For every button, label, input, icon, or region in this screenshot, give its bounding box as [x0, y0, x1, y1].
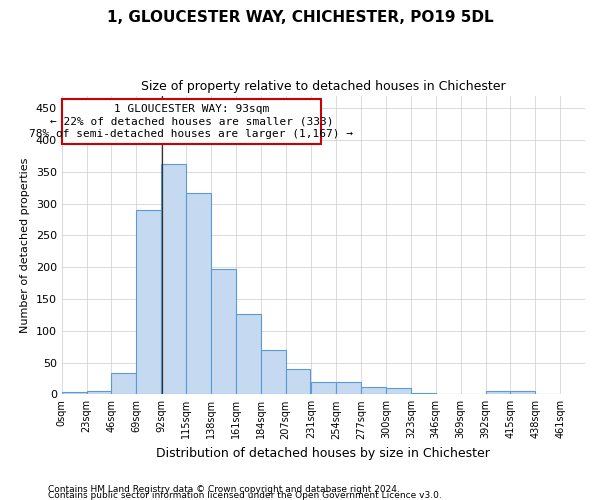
Bar [62, 392, 86, 394]
Bar [62, 100, 321, 144]
Bar [361, 388, 386, 394]
Bar [161, 164, 186, 394]
Bar [186, 193, 211, 394]
Text: Contains HM Land Registry data © Crown copyright and database right 2024.: Contains HM Land Registry data © Crown c… [48, 485, 400, 494]
Text: ← 22% of detached houses are smaller (333): ← 22% of detached houses are smaller (33… [50, 116, 333, 126]
Bar [337, 382, 361, 394]
X-axis label: Distribution of detached houses by size in Chichester: Distribution of detached houses by size … [157, 447, 490, 460]
Text: 1 GLOUCESTER WAY: 93sqm: 1 GLOUCESTER WAY: 93sqm [114, 104, 269, 114]
Y-axis label: Number of detached properties: Number of detached properties [20, 157, 30, 332]
Bar [86, 391, 112, 394]
Bar [136, 210, 161, 394]
Text: 78% of semi-detached houses are larger (1,167) →: 78% of semi-detached houses are larger (… [29, 129, 353, 139]
Text: Contains public sector information licensed under the Open Government Licence v3: Contains public sector information licen… [48, 490, 442, 500]
Bar [411, 393, 436, 394]
Bar [211, 269, 236, 394]
Bar [112, 374, 136, 394]
Bar [286, 369, 310, 394]
Bar [311, 382, 337, 394]
Title: Size of property relative to detached houses in Chichester: Size of property relative to detached ho… [141, 80, 506, 93]
Bar [260, 350, 286, 395]
Bar [386, 388, 411, 394]
Bar [511, 391, 535, 394]
Text: 1, GLOUCESTER WAY, CHICHESTER, PO19 5DL: 1, GLOUCESTER WAY, CHICHESTER, PO19 5DL [107, 10, 493, 25]
Bar [485, 391, 511, 394]
Bar [236, 314, 260, 394]
